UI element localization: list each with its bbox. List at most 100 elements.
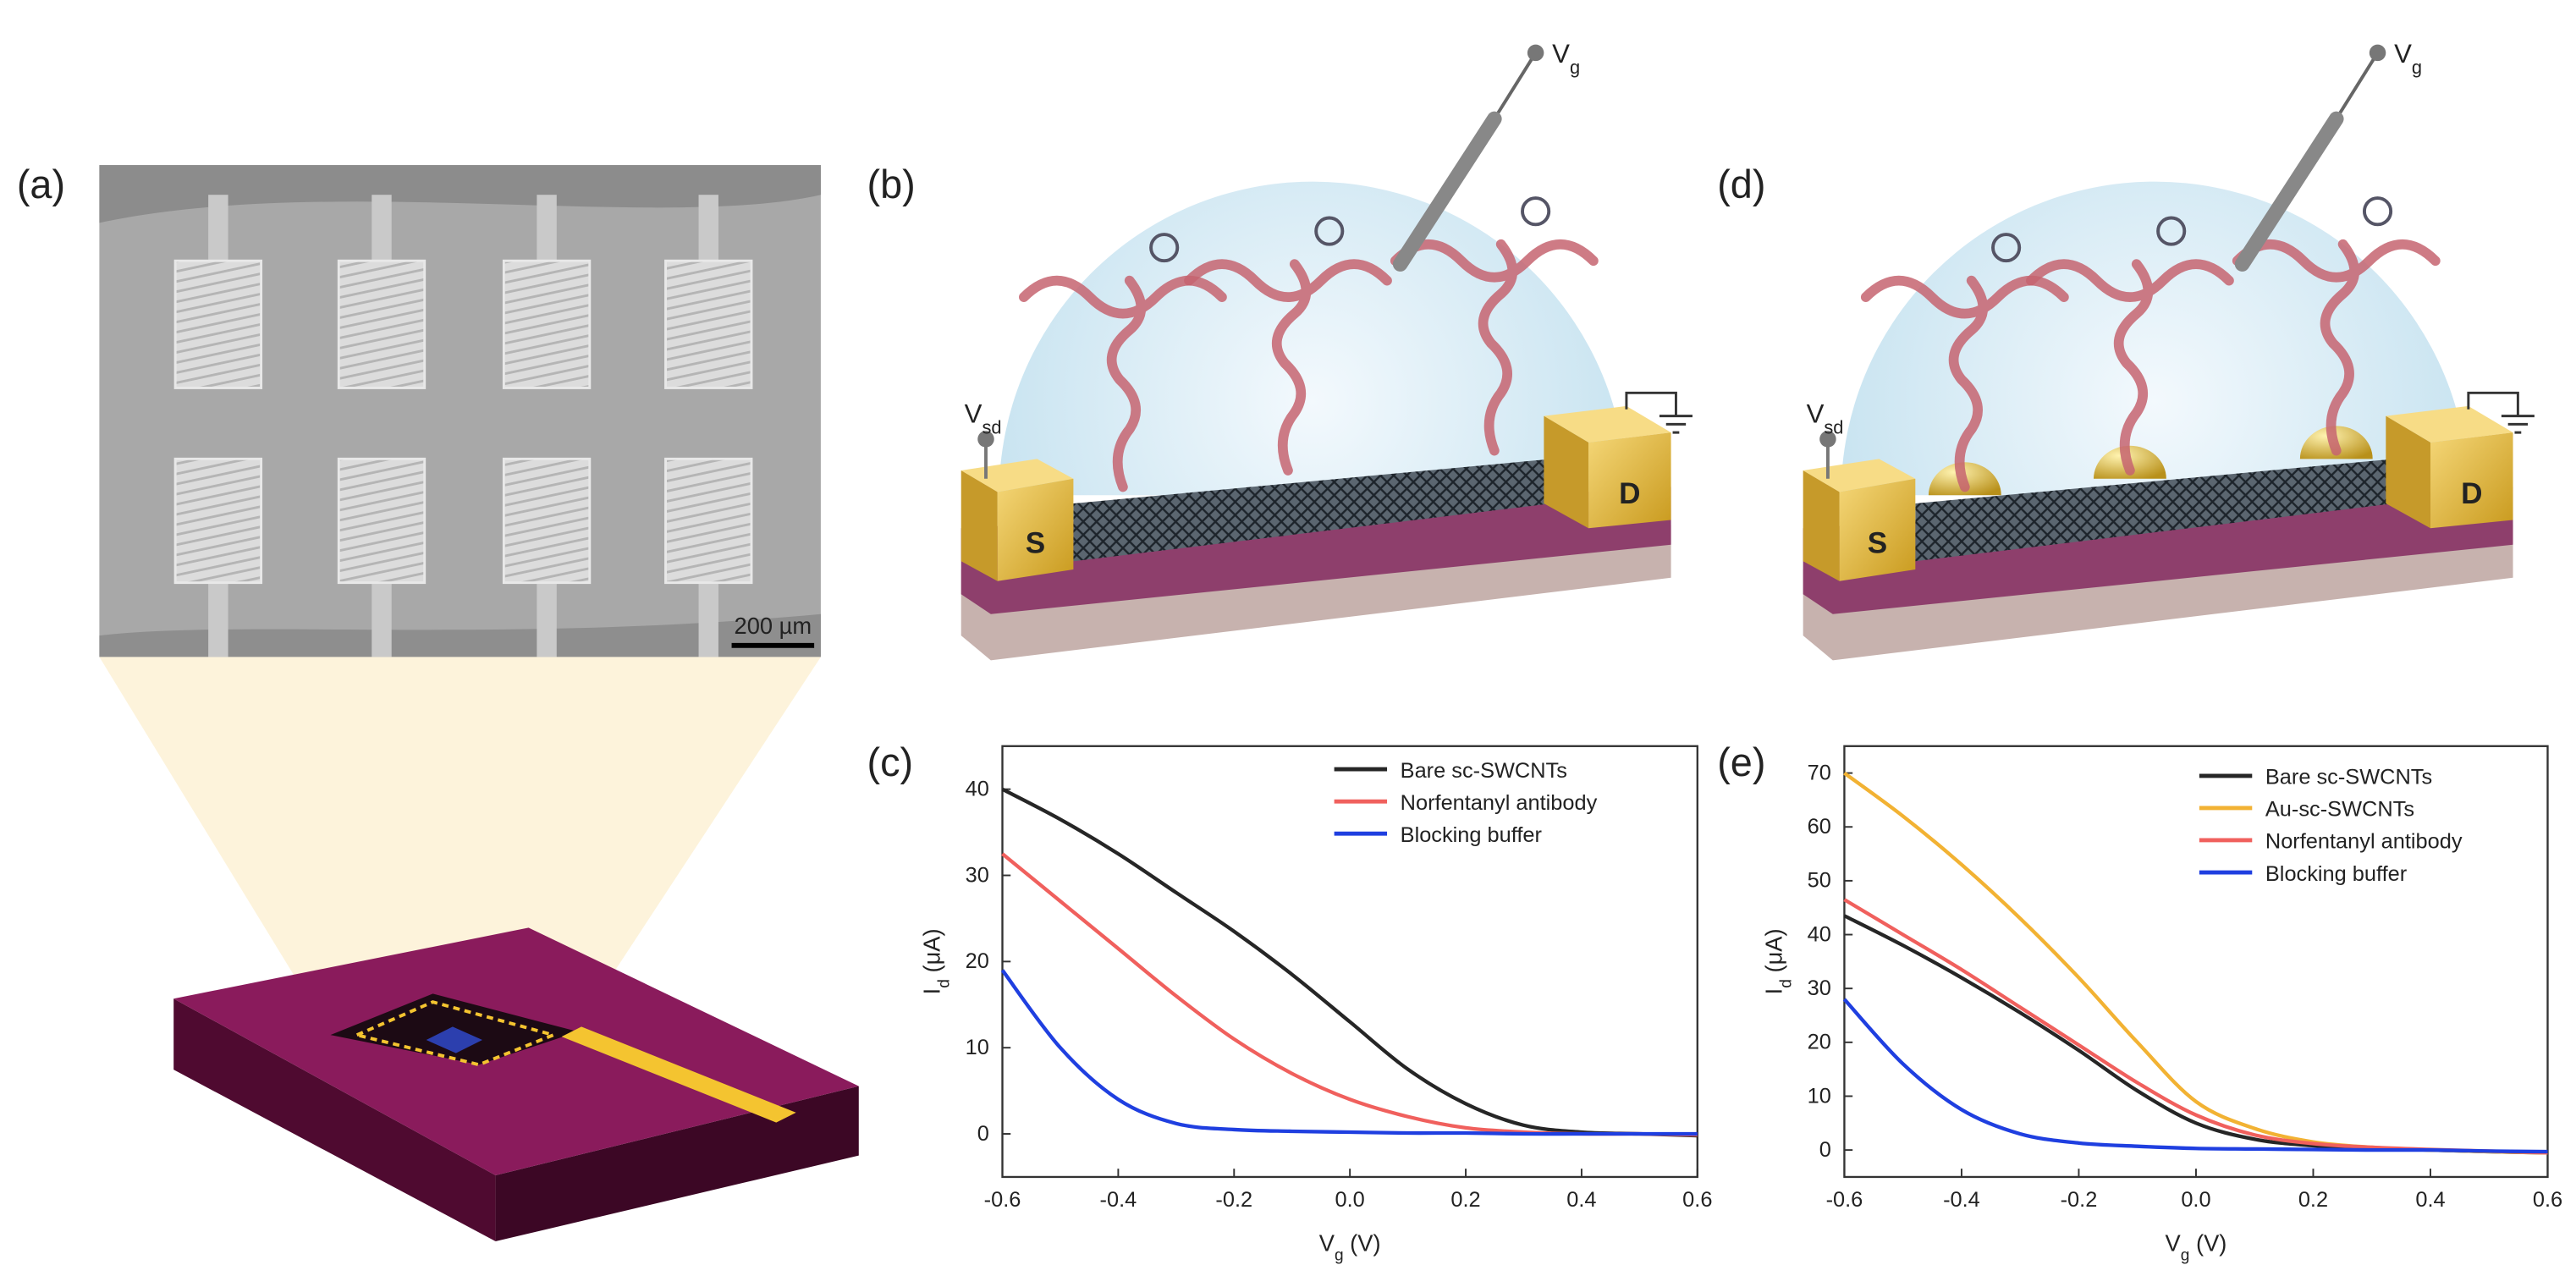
sem-image: 200 µm <box>99 165 821 657</box>
gate-wire <box>2335 52 2380 120</box>
y-tick-label: 10 <box>966 1036 989 1059</box>
gate-label-part: g <box>1570 57 1580 78</box>
source-drain-label-part: sd <box>982 416 1001 437</box>
y-tick-label: 40 <box>966 778 989 801</box>
x-tick-label: 0.2 <box>1450 1188 1480 1212</box>
chip <box>173 927 859 1242</box>
y-axis-label-part: I <box>1760 988 1786 995</box>
gate-terminal <box>1527 44 1544 62</box>
source <box>1839 478 1916 581</box>
source-drain-label-part: V <box>965 399 983 428</box>
x-tick-label: -0.4 <box>1100 1188 1137 1212</box>
x-tick-label: -0.2 <box>1215 1188 1252 1212</box>
x-tick-label: 0.2 <box>2298 1188 2328 1212</box>
antibody <box>1390 239 1599 456</box>
legend-label: Au-sc-SWCNTs <box>2265 798 2414 822</box>
gate-wire <box>1493 52 1538 120</box>
drain-label: D <box>2461 477 2482 510</box>
ground <box>1625 391 1693 434</box>
x-tick-label: 0.4 <box>2415 1188 2445 1212</box>
data-line <box>1843 914 2548 1155</box>
panel-label: (c) <box>867 740 914 784</box>
y-axis-label-part: (μA) <box>1760 928 1786 979</box>
y-tick-label: 70 <box>1808 761 1831 784</box>
legend-label: Bare sc-SWCNTs <box>1401 759 1567 783</box>
channel <box>1073 459 1553 562</box>
source-top <box>960 459 1074 492</box>
drug-molecule <box>2156 216 2187 246</box>
source-drain-label: Vsd <box>965 399 1002 437</box>
y-axis-label-part: I <box>918 988 944 995</box>
sd-terminal <box>977 431 994 448</box>
y-tick-label: 10 <box>1808 1084 1831 1108</box>
x-tick-label: 0.0 <box>1335 1188 1365 1212</box>
sd-terminal <box>1819 431 1836 448</box>
source-drain-label-part: V <box>1807 399 1825 428</box>
source-top <box>1803 459 1916 492</box>
y-axis-label: Id (μA) <box>918 928 953 994</box>
antibody <box>2232 239 2441 456</box>
x-axis-label-part: V <box>2166 1230 2182 1257</box>
x-tick-label: 0.0 <box>2181 1188 2210 1212</box>
drain-side <box>2386 415 2430 529</box>
source-drain-label: Vsd <box>1807 399 1844 437</box>
y-tick-label: 20 <box>966 949 989 973</box>
data-line <box>1843 898 2548 1155</box>
gate-terminal <box>2369 44 2386 62</box>
y-tick-label: 0 <box>1819 1138 1831 1162</box>
drug-molecule <box>1314 216 1345 246</box>
x-tick-label: 0.6 <box>2533 1188 2562 1212</box>
drain <box>1588 432 1671 529</box>
drug-molecule <box>2362 196 2393 227</box>
x-tick-label: 0.4 <box>1566 1188 1596 1212</box>
drug-molecule <box>1521 196 1551 227</box>
drain-top <box>1544 405 1671 443</box>
ground <box>2467 391 2535 434</box>
y-tick-label: 40 <box>1808 922 1831 946</box>
legend-label: Norfentanyl antibody <box>2265 830 2463 854</box>
y-tick-label: 20 <box>1808 1031 1831 1054</box>
antibody <box>2026 259 2234 476</box>
y-axis-label-part: d <box>935 979 953 988</box>
x-tick-label: -0.2 <box>2061 1188 2098 1212</box>
gate-electrode <box>1392 111 1502 272</box>
x-axis-label: Vg (V) <box>2166 1230 2227 1265</box>
x-tick-label: -0.6 <box>984 1188 1021 1212</box>
legend-label: Blocking buffer <box>1401 823 1543 847</box>
x-tick-label: 0.6 <box>1682 1188 1712 1212</box>
gate-label: Vg <box>1552 39 1580 78</box>
gate-label-part: V <box>2394 39 2412 69</box>
y-tick-label: 0 <box>977 1122 989 1146</box>
y-axis-label-part: (μA) <box>918 928 944 979</box>
x-axis-label-part: (V) <box>1344 1230 1381 1257</box>
antibody <box>1184 259 1392 476</box>
legend-label: Bare sc-SWCNTs <box>2265 766 2432 789</box>
gate-label-part: g <box>2412 57 2422 78</box>
x-axis-label-part: V <box>1319 1230 1335 1257</box>
x-tick-label: -0.4 <box>1943 1188 1980 1212</box>
panel-label: (d) <box>1717 162 1765 206</box>
drug-molecule <box>1149 233 1180 263</box>
drug-molecule <box>1991 233 2022 263</box>
y-tick-label: 30 <box>966 863 989 887</box>
drain <box>2430 432 2513 529</box>
panel-label: (b) <box>867 162 916 206</box>
data-line <box>1001 787 1698 1138</box>
source <box>997 478 1074 581</box>
panel-label: (e) <box>1717 740 1765 784</box>
legend-label: Norfentanyl antibody <box>1401 791 1598 815</box>
zoom-projection <box>99 657 821 1036</box>
x-axis-label: Vg (V) <box>1319 1230 1381 1265</box>
drain-top <box>2386 405 2513 443</box>
y-tick-label: 60 <box>1808 815 1831 839</box>
y-tick-label: 50 <box>1808 869 1831 893</box>
drain-label: D <box>1619 477 1640 510</box>
y-axis-label: Id (μA) <box>1760 928 1795 994</box>
scale-bar-label: 200 µm <box>735 613 812 639</box>
gate-label: Vg <box>2394 39 2422 78</box>
x-axis-label-part: g <box>1335 1246 1344 1264</box>
y-tick-label: 30 <box>1808 976 1831 1000</box>
